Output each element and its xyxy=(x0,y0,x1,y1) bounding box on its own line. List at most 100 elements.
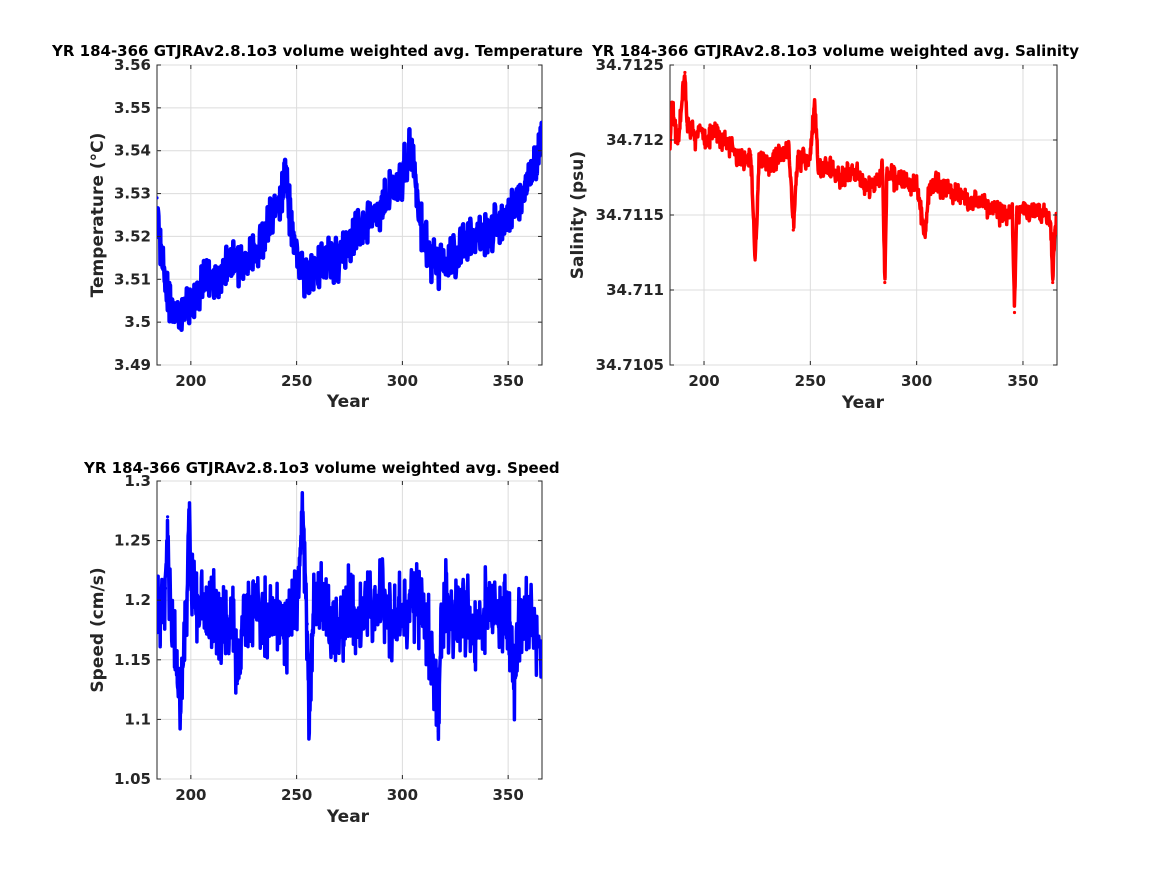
speed-ytick-label: 1.2 xyxy=(124,591,151,609)
temperature-data-point xyxy=(252,252,256,256)
speed-data-point xyxy=(411,598,415,602)
speed-xtick-label: 300 xyxy=(387,786,418,804)
salinity-data-point xyxy=(808,153,812,157)
speed-xtick-label: 350 xyxy=(492,786,523,804)
salinity-data-point xyxy=(947,190,951,195)
salinity-data-point xyxy=(698,123,702,127)
salinity-data-point xyxy=(1021,205,1025,210)
temperature-series-layer xyxy=(157,120,542,332)
temperature-data-point xyxy=(221,269,225,273)
speed-data-point xyxy=(527,610,531,614)
temperature-ytick-label: 3.5 xyxy=(124,313,151,331)
salinity-data-point xyxy=(1012,310,1017,315)
speed-data-point xyxy=(453,622,457,626)
temperature-ytick-label: 3.55 xyxy=(114,99,151,117)
speed-data-point xyxy=(284,634,288,638)
temperature-data-point xyxy=(189,299,193,303)
temperature-data-point xyxy=(280,187,284,191)
salinity-data-point xyxy=(904,183,908,187)
temperature-data-point xyxy=(400,174,404,178)
speed-xlabel: Year xyxy=(326,807,370,827)
speed-data-point xyxy=(163,586,168,590)
temperature-series-line xyxy=(157,120,542,332)
salinity-data-point xyxy=(927,183,932,187)
speed-data-point xyxy=(390,622,394,626)
salinity-ytick-label: 34.711 xyxy=(606,281,664,299)
speed-data-point xyxy=(231,610,235,614)
salinity-data-point xyxy=(968,198,972,202)
temperature-xtick-label: 300 xyxy=(387,372,418,390)
temperature-data-point xyxy=(307,277,311,281)
salinity-ticks: 200 250 300 350 34.7105 34.711 34.7115 34.712 34… xyxy=(596,56,1057,390)
salinity-data-point xyxy=(689,123,693,127)
salinity-series-layer xyxy=(670,70,1057,315)
salinity-data-point xyxy=(840,175,844,180)
speed-ytick-label: 1.05 xyxy=(114,770,151,788)
salinity-panel: 200 250 300 350 34.7105 34.711 34.7115 34.712 34… xyxy=(568,42,1079,413)
temperature-data-point xyxy=(407,153,411,157)
speed-title: YR 184-366 GTJRAv2.8.1o3 volume weighted… xyxy=(83,459,560,477)
speed-data-point xyxy=(305,622,309,626)
speed-data-point xyxy=(252,610,256,614)
speed-data-point xyxy=(273,610,278,614)
temperature-data-point xyxy=(295,252,299,256)
speed-xtick-label: 250 xyxy=(281,786,312,804)
salinity-data-point xyxy=(915,183,919,187)
salinity-grid xyxy=(670,64,1057,366)
temperature-data-point xyxy=(163,282,168,286)
salinity-data-point xyxy=(734,153,738,157)
temperature-data-point xyxy=(242,260,246,264)
speed-data-point xyxy=(485,598,489,602)
salinity-data-point xyxy=(885,175,889,180)
temperature-data-point xyxy=(172,312,176,316)
speed-data-point xyxy=(172,622,176,626)
temperature-data-point xyxy=(496,222,500,226)
salinity-ytick-label: 34.7125 xyxy=(596,56,664,74)
salinity-data-point xyxy=(861,183,866,187)
salinity-data-point xyxy=(1032,213,1036,217)
salinity-xtick-label: 350 xyxy=(1007,372,1038,390)
salinity-data-point xyxy=(713,130,717,135)
temperature-xtick-label: 250 xyxy=(281,372,312,390)
speed-data-point xyxy=(434,694,438,698)
temperature-data-point xyxy=(540,132,542,136)
temperature-data-point xyxy=(434,264,438,268)
speed-data-point xyxy=(428,634,432,638)
temperature-data-point xyxy=(443,260,447,264)
salinity-data-point xyxy=(1049,220,1053,225)
temperature-xlabel: Year xyxy=(326,392,370,412)
salinity-xtick-label: 300 xyxy=(901,372,932,390)
temperature-data-point xyxy=(288,217,292,221)
salinity-data-point xyxy=(753,258,757,262)
temperature-data-point xyxy=(411,144,415,148)
speed-data-point xyxy=(242,598,246,602)
salinity-data-point xyxy=(1000,213,1004,217)
speed-data-point xyxy=(474,634,478,638)
temperature-xtick-label: 350 xyxy=(492,372,523,390)
temperature-ytick-label: 3.49 xyxy=(114,356,151,374)
speed-ytick-label: 1.1 xyxy=(124,710,151,728)
salinity-data-point xyxy=(744,160,749,165)
salinity-data-point xyxy=(670,100,674,105)
speed-data-point xyxy=(443,598,447,602)
salinity-data-point xyxy=(1015,213,1019,217)
speed-data-point xyxy=(185,598,189,602)
salinity-data-point xyxy=(681,93,685,97)
salinity-data-point xyxy=(776,153,781,157)
salinity-xtick-label: 200 xyxy=(688,372,719,390)
speed-ytick-label: 1.3 xyxy=(124,472,151,490)
speed-data-point xyxy=(166,515,170,519)
temperature-data-point xyxy=(464,243,468,247)
speed-data-point xyxy=(326,610,330,614)
temperature-data-point xyxy=(474,234,478,238)
speed-data-point xyxy=(157,610,159,614)
salinity-data-point xyxy=(787,153,791,157)
temperature-data-point xyxy=(534,157,538,161)
temperature-data-point xyxy=(284,166,288,170)
salinity-data-point xyxy=(1053,228,1057,232)
speed-data-point xyxy=(201,598,206,602)
speed-data-point xyxy=(178,717,182,722)
salinity-data-point xyxy=(791,228,795,232)
temperature-data-point xyxy=(358,230,362,234)
temperature-title: YR 184-366 GTJRAv2.8.1o3 volume weighted… xyxy=(51,42,583,60)
